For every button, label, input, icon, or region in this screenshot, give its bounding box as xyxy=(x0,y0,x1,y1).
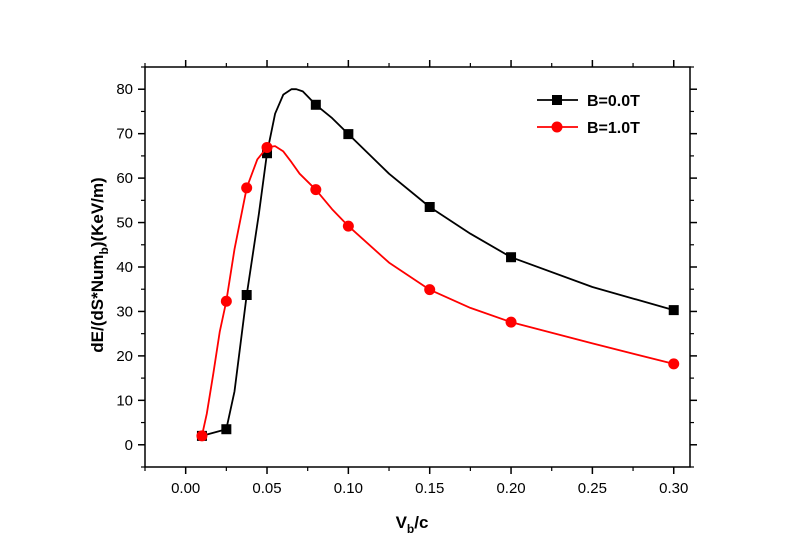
legend-item: B=0.0T xyxy=(537,93,640,110)
legend-marker xyxy=(551,121,563,133)
x-tick-label: 0.25 xyxy=(578,480,607,497)
data-point xyxy=(424,202,435,212)
y-axis-label: dE/(dS*Numb)(KeV/m) xyxy=(88,177,111,352)
x-axis-label-main: V xyxy=(396,513,408,532)
x-tick-label: 0.20 xyxy=(496,480,525,497)
legend-label: B=0.0T xyxy=(587,93,640,110)
y-tick-label: 0 xyxy=(125,437,133,454)
data-point xyxy=(506,252,517,263)
legend-item: B=1.0T xyxy=(537,120,640,137)
series-line xyxy=(201,88,674,437)
y-tick-label: 20 xyxy=(116,348,133,365)
y-tick-label: 10 xyxy=(116,392,133,409)
x-tick-label: 0.30 xyxy=(659,480,688,497)
series-b1 xyxy=(196,141,680,442)
data-point xyxy=(241,290,252,300)
data-point xyxy=(196,430,208,442)
y-tick-label: 50 xyxy=(116,215,133,232)
x-axis-label: Vb/c xyxy=(396,513,429,536)
data-point xyxy=(262,148,273,159)
data-point xyxy=(342,220,354,232)
legend: B=0.0T B=1.0T xyxy=(537,93,640,137)
legend-marker xyxy=(552,95,562,105)
y-tick-label: 40 xyxy=(116,259,133,276)
data-point xyxy=(220,295,232,307)
data-point xyxy=(424,284,436,296)
x-axis-label-subscript: b xyxy=(407,522,414,536)
x-tick-label: 0.10 xyxy=(334,480,363,497)
y-axis-label-subscript: b xyxy=(97,247,111,254)
data-point xyxy=(241,182,253,194)
series-layer xyxy=(196,88,680,442)
x-tick-label: 0.05 xyxy=(252,480,281,497)
y-tick-label: 70 xyxy=(116,126,133,143)
y-axis-label-rest: )(KeV/m) xyxy=(88,177,107,247)
legend-label: B=1.0T xyxy=(587,120,640,137)
y-axis-label-main: dE/(dS*Num xyxy=(88,255,107,353)
data-point xyxy=(221,424,232,435)
series-b0 xyxy=(196,88,679,441)
data-point xyxy=(310,184,322,196)
y-tick-label: 80 xyxy=(116,81,133,98)
data-point xyxy=(505,316,517,328)
x-tick-label: 0.15 xyxy=(415,480,444,497)
x-axis-label-rest: /c xyxy=(414,513,428,532)
data-point xyxy=(310,99,321,110)
data-point xyxy=(668,305,679,316)
y-tick-label: 60 xyxy=(116,170,133,187)
y-tick-label: 30 xyxy=(116,303,133,320)
data-point xyxy=(343,129,354,140)
data-point xyxy=(668,358,680,370)
series-line xyxy=(201,145,674,437)
x-axis: 0.00 0.05 0.10 0.15 0.20 0.25 0.30 xyxy=(144,60,688,497)
data-point xyxy=(261,141,273,153)
y-axis: 0 10 20 30 40 50 60 70 80 xyxy=(116,66,697,468)
x-tick-label: 0.00 xyxy=(171,480,200,497)
